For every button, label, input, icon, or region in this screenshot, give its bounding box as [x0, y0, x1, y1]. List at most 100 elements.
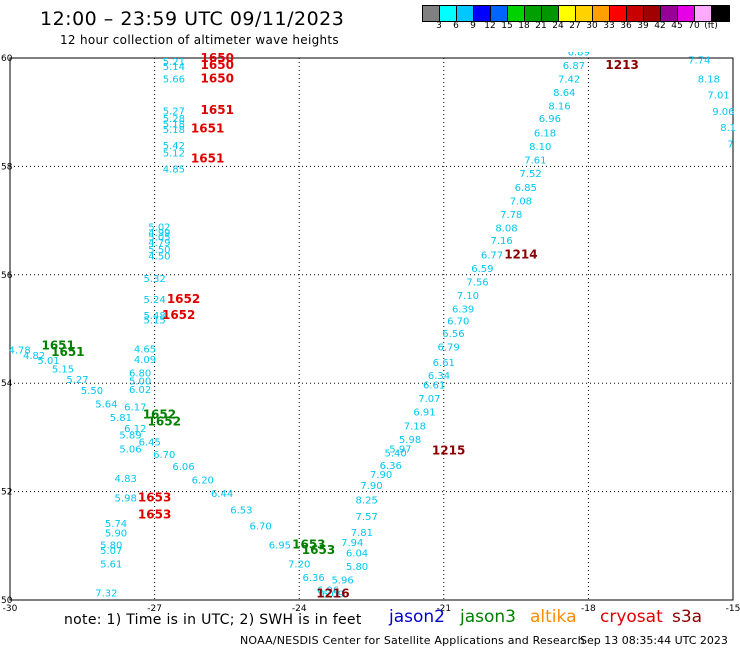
- color-scale-tick: 70: [688, 21, 700, 31]
- swh-value-cryosat: 5.18: [163, 125, 185, 136]
- swh-value-cryosat: 7.32: [95, 589, 117, 600]
- time-label-jason3: 1651: [51, 345, 84, 359]
- time-label-jason3: 1652: [143, 407, 176, 421]
- y-tick-label: 56: [1, 271, 13, 281]
- swh-value-s3a: 7.10: [457, 291, 479, 302]
- swh-value-cryosat: 4.99: [148, 228, 170, 239]
- swh-value-s3a: 8.16: [548, 101, 570, 112]
- color-scale-tick: 33: [603, 21, 615, 31]
- swh-value-s3a: 5.97: [389, 445, 411, 456]
- swh-value-jason3: 6.70: [250, 522, 272, 533]
- color-scale-tick: 15: [501, 21, 513, 31]
- color-swatch: [576, 6, 593, 21]
- swh-value-s3a: 9.06: [712, 107, 734, 118]
- color-swatch: [627, 6, 644, 21]
- swh-value-jason3: 6.36: [303, 573, 325, 584]
- swh-value-jason3: 6.44: [211, 489, 233, 500]
- swh-value-cryosat: 4.79: [148, 238, 170, 249]
- swh-value-s3a: 6.61: [423, 381, 445, 392]
- swh-value-jason3: 5.27: [66, 375, 88, 386]
- chart-title: 12:00 – 23:59 UTC 09/11/2023: [40, 8, 345, 30]
- color-swatch: [525, 6, 542, 21]
- x-tick-label: -30: [3, 604, 18, 614]
- color-swatch: [457, 6, 474, 21]
- swh-value-jason3: 6.45: [139, 438, 161, 449]
- swh-value-jason3: 5.64: [95, 400, 117, 411]
- data-layer: 5.215.145.665.275.285.185.185.425.124.85…: [9, 47, 737, 600]
- time-label-cryosat: 1651: [191, 152, 224, 166]
- swh-value-s3a: 7.42: [558, 74, 580, 85]
- swh-value-s3a: 6.56: [442, 329, 464, 340]
- color-scale-tick: 39: [637, 21, 649, 31]
- swh-value-cryosat: 5.05: [148, 233, 170, 244]
- time-label-cryosat: 1652: [167, 292, 200, 306]
- chart-subtitle: 12 hour collection of altimeter wave hei…: [60, 33, 339, 47]
- color-scale-tick: 21: [535, 21, 547, 31]
- color-swatch: [678, 6, 695, 21]
- color-scale-tick: 9: [470, 21, 476, 31]
- swh-value-s3a: 6.96: [539, 114, 561, 125]
- color-scale-tick: 45: [671, 21, 683, 31]
- swh-value-cryosat: 5.89: [119, 430, 141, 441]
- swh-value-s3a: 7.90: [370, 470, 392, 481]
- time-label-s3a: 1216: [316, 586, 349, 600]
- swh-value-s3a: 8.10: [529, 142, 551, 153]
- color-swatch: [508, 6, 525, 21]
- color-swatch: [695, 6, 712, 21]
- swh-value-s3a: 6.36: [380, 461, 402, 472]
- swh-value-cryosat: 5.32: [143, 274, 165, 285]
- swh-value-s3a: 6.89: [568, 47, 590, 58]
- color-swatch: [440, 6, 457, 21]
- swh-value-s3a: 6.91: [413, 408, 435, 419]
- time-label-s3a: 1214: [504, 248, 537, 262]
- swh-value-jason3: 4.82: [23, 351, 45, 362]
- swh-value-s3a: 6.61: [433, 358, 455, 369]
- color-scale-tick: 27: [569, 21, 581, 31]
- x-tick-label: -18: [581, 604, 596, 614]
- chart-note: note: 1) Time is in UTC; 2) SWH is in fe…: [64, 612, 362, 628]
- color-swatch: [423, 6, 440, 21]
- legend-cryosat: cryosat: [600, 607, 663, 627]
- swh-value-cryosat: 5.21: [163, 57, 185, 68]
- swh-value-jason3: 5.50: [81, 386, 103, 397]
- swh-value-jason3: 6.96: [317, 585, 339, 596]
- color-swatch: [593, 6, 610, 21]
- legend-jason3: jason3: [460, 607, 516, 627]
- swh-value-cryosat: 5.07: [100, 546, 122, 557]
- y-tick-label: 54: [1, 379, 13, 389]
- color-swatch: [559, 6, 576, 21]
- color-swatch: [644, 6, 661, 21]
- time-label-cryosat: 1651: [201, 103, 234, 117]
- color-swatch: [542, 6, 559, 21]
- swh-value-s3a: 8.08: [495, 223, 517, 234]
- swh-value-cryosat: 5.00: [129, 376, 151, 387]
- swh-value-jason3: 6.53: [230, 505, 252, 516]
- swh-value-cryosat: 5.02: [148, 222, 170, 233]
- swh-value-cryosat: 5.74: [105, 519, 127, 530]
- swh-value-s3a: 6.85: [515, 183, 537, 194]
- swh-value-jason3: 6.20: [192, 475, 214, 486]
- swh-value-s3a: 5.98: [399, 435, 421, 446]
- time-label-s3a: 1215: [432, 444, 465, 458]
- x-tick-label: -24: [292, 604, 307, 614]
- swh-value-cryosat: 5.18: [163, 119, 185, 130]
- legend-jason2: jason2: [389, 607, 445, 627]
- swh-value-cryosat: 5.06: [119, 445, 141, 456]
- swh-value-s3a: 7.74: [688, 55, 710, 66]
- time-label-cryosat: 1650: [201, 71, 234, 85]
- swh-value-s3a: 6.77: [481, 251, 503, 262]
- swh-value-s3a: 6.70: [447, 317, 469, 328]
- swh-value-cryosat: 5.66: [163, 74, 185, 85]
- y-tick-label: 60: [1, 54, 13, 64]
- swh-value-s3a: 8.64: [553, 88, 575, 99]
- color-scale-tick: 18: [518, 21, 530, 31]
- time-label-cryosat: 1653: [138, 490, 171, 504]
- time-label-jason3: 1653: [292, 538, 325, 552]
- swh-value-s3a: 7.78: [500, 210, 522, 221]
- swh-value-jason3: 6.95: [269, 541, 291, 552]
- color-scale-tick: (ft): [704, 21, 718, 31]
- swh-value-s3a: 8.25: [356, 496, 378, 507]
- swh-value-cryosat: 5.27: [163, 106, 185, 117]
- swh-value-cryosat: 5.14: [163, 62, 185, 73]
- swh-value-s3a: 6.59: [471, 264, 493, 275]
